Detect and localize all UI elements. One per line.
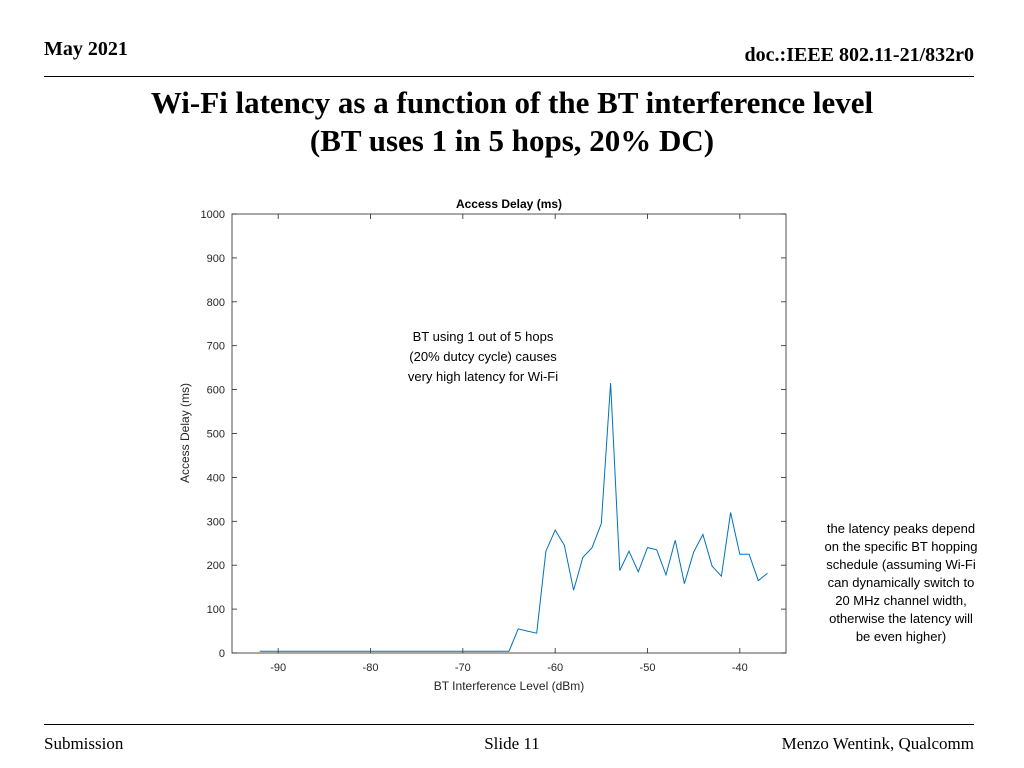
y-tick-label: 800 [207, 297, 225, 309]
footer-author: Menzo Wentink, Qualcomm [781, 734, 974, 753]
header-divider [44, 76, 974, 77]
y-axis-label: Access Delay (ms) [178, 383, 192, 483]
y-tick-label: 0 [219, 648, 225, 660]
y-tick-label: 700 [207, 341, 225, 353]
x-tick-label: -80 [363, 662, 379, 674]
side-note-line-7: be even higher) [855, 629, 947, 644]
chart-annotation: BT using 1 out of 5 hops (20% dutcy cycl… [408, 329, 558, 384]
y-tick-label: 900 [207, 253, 225, 265]
annotation-line-2: (20% dutcy cycle) causes [409, 349, 557, 364]
y-tick-label: 100 [207, 604, 225, 616]
chart-title: Access Delay (ms) [456, 197, 562, 211]
footer-slide-number: Slide 11 [484, 734, 540, 753]
x-tick-label: -60 [547, 662, 563, 674]
x-axis-label: BT Interference Level (dBm) [434, 679, 585, 693]
y-tick-label: 1000 [201, 209, 225, 221]
side-note-line-4: can dynamically switch to [827, 575, 975, 590]
x-tick-label: -40 [732, 662, 748, 674]
side-note-line-3: schedule (assuming Wi-Fi [826, 557, 976, 572]
header-date: May 2021 [44, 38, 128, 60]
annotation-line-1: BT using 1 out of 5 hops [413, 329, 554, 344]
header-doc-id: doc.:IEEE 802.11-21/832r0 [744, 44, 974, 66]
side-note-line-2: on the specific BT hopping [824, 539, 978, 554]
x-tick-label: -50 [640, 662, 656, 674]
x-tick-label: -70 [455, 662, 471, 674]
x-tick-label: -90 [270, 662, 286, 674]
y-tick-label: 400 [207, 472, 225, 484]
slide-title: Wi-Fi latency as a function of the BT in… [0, 84, 1024, 160]
access-delay-chart: Access Delay (ms) 0 100 200 300 400 500 600 700… [178, 197, 787, 693]
y-tick-label: 300 [207, 516, 225, 528]
chart-container: Access Delay (ms) 0 100 200 300 400 500 600 700… [160, 190, 800, 705]
slide-title-line-1: Wi-Fi latency as a function of the BT in… [150, 85, 874, 120]
side-note: the latency peaks depend on the specific… [808, 520, 994, 646]
footer-divider [44, 724, 974, 725]
y-tick-label: 600 [207, 385, 225, 397]
series-line-access-delay [259, 382, 768, 652]
slide-title-line-2: (BT uses 1 in 5 hops, 20% DC) [309, 123, 715, 158]
annotation-line-3: very high latency for Wi-Fi [408, 369, 558, 384]
footer-submission: Submission [44, 734, 124, 753]
side-note-line-1: the latency peaks depend [826, 521, 976, 536]
y-tick-label: 500 [207, 429, 225, 441]
y-tick-label: 200 [207, 560, 225, 572]
side-note-line-5: 20 MHz channel width, [835, 593, 967, 608]
x-axis-ticks: -90 -80 -70 -60 -50 -40 [270, 214, 748, 674]
plot-area [231, 213, 787, 654]
y-axis-ticks: 0 100 200 300 400 500 600 700 800 900 1000 [201, 209, 786, 660]
side-note-line-6: otherwise the latency will [829, 611, 973, 626]
